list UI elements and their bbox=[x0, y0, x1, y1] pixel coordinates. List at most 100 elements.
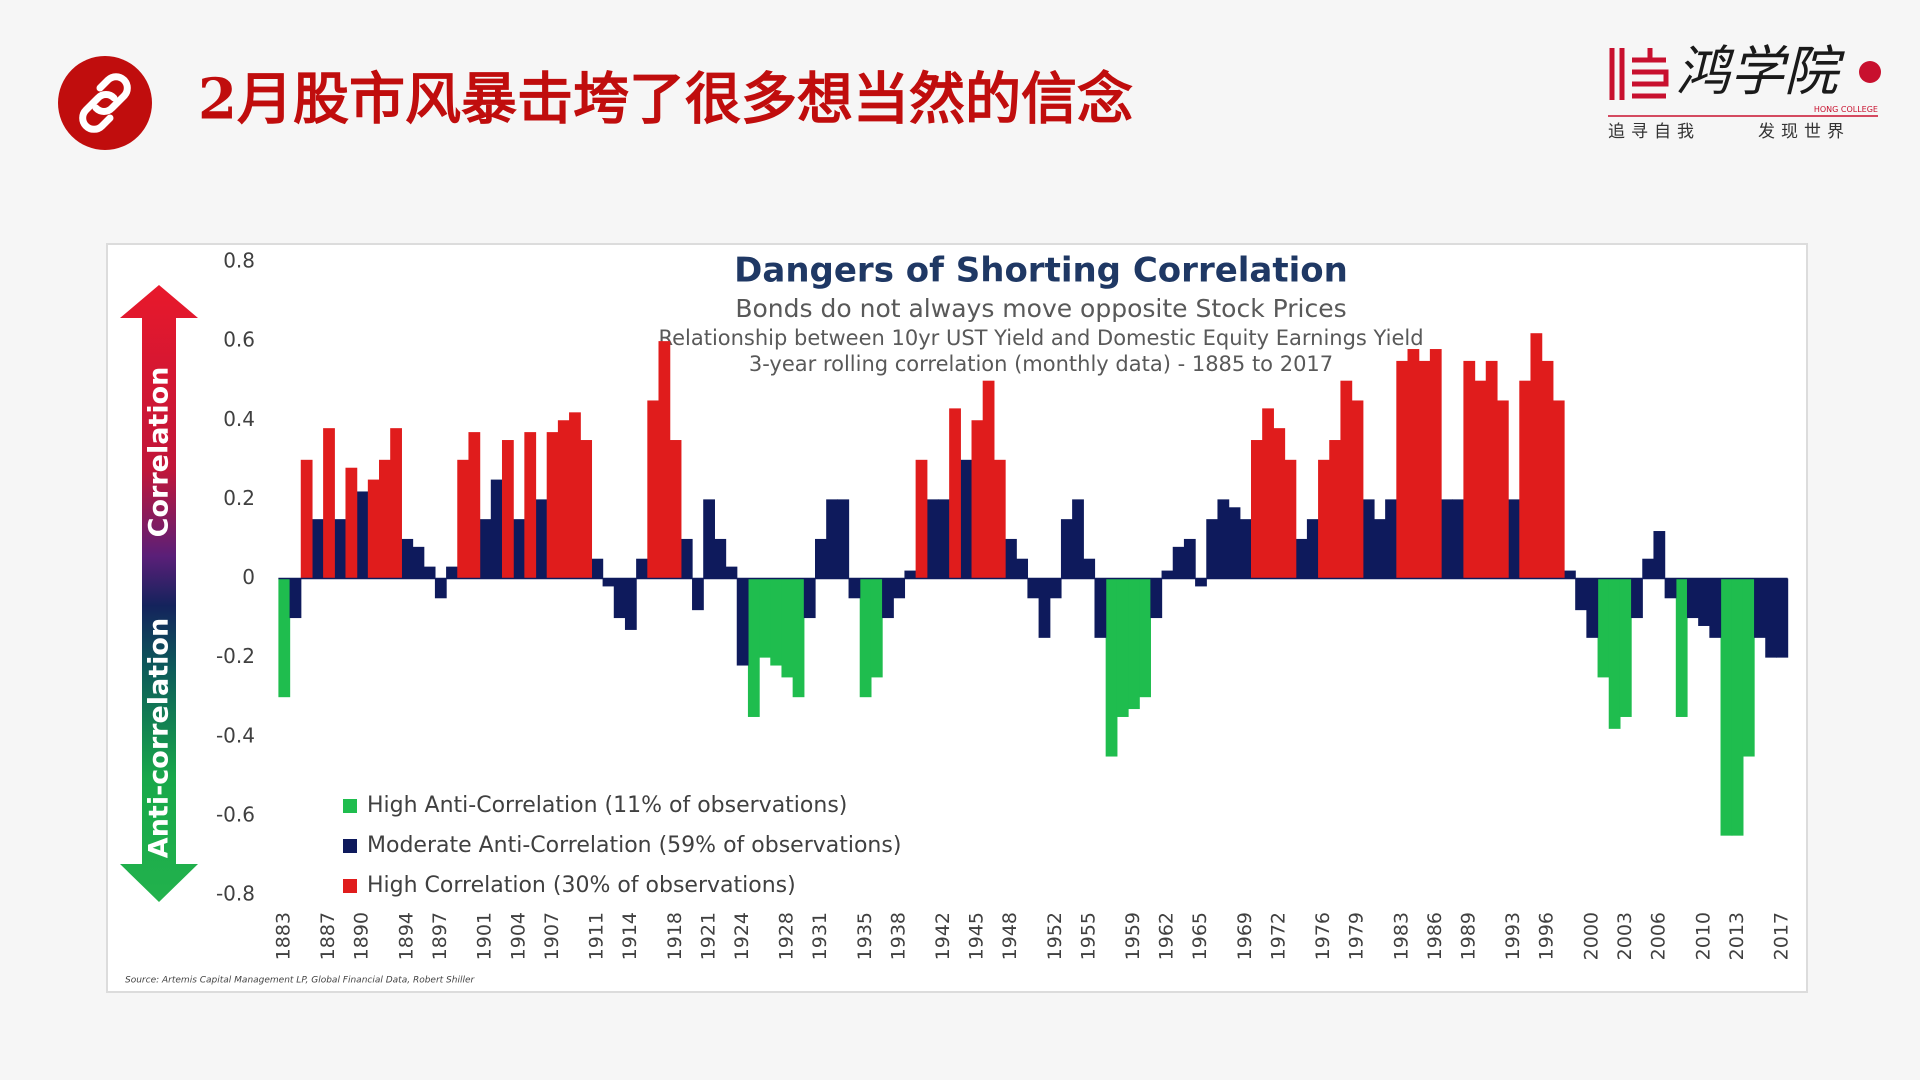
bar bbox=[1731, 578, 1744, 836]
bar bbox=[1027, 578, 1040, 599]
x-tick-label: 1914 bbox=[619, 912, 641, 960]
bar bbox=[826, 499, 838, 579]
bar bbox=[1373, 519, 1386, 579]
bar bbox=[457, 459, 470, 579]
bar bbox=[1306, 519, 1319, 579]
legend-swatch bbox=[343, 879, 357, 893]
y-tick-label: -0.8 bbox=[216, 882, 255, 906]
bar bbox=[1541, 360, 1554, 579]
bar bbox=[546, 432, 559, 579]
chart: Dangers of Shorting Correlation Bonds do… bbox=[120, 249, 1793, 986]
bar bbox=[1016, 558, 1029, 579]
x-tick-label: 1942 bbox=[932, 912, 954, 960]
logo-name: 鸿学院 bbox=[1676, 40, 1845, 103]
bar bbox=[949, 408, 961, 579]
bar bbox=[759, 578, 771, 658]
bar bbox=[714, 538, 727, 579]
bar bbox=[1183, 538, 1196, 579]
legend-swatch bbox=[343, 799, 357, 813]
bar bbox=[926, 499, 939, 579]
bar bbox=[278, 578, 291, 698]
bar bbox=[524, 432, 537, 579]
bar bbox=[680, 538, 693, 579]
link-icon bbox=[58, 56, 152, 150]
bar bbox=[1575, 578, 1587, 611]
bar bbox=[1642, 558, 1655, 579]
bar bbox=[1709, 578, 1722, 638]
x-tick-label: 1928 bbox=[776, 912, 798, 960]
bar bbox=[669, 440, 682, 579]
x-tick-label: 1983 bbox=[1390, 912, 1412, 960]
bar bbox=[1362, 499, 1375, 579]
bar bbox=[725, 566, 738, 579]
bar bbox=[1619, 578, 1632, 717]
bar bbox=[1206, 519, 1219, 579]
slide-title: 2月股市风暴击垮了很多想当然的信念 bbox=[198, 67, 1133, 133]
x-tick-label: 1986 bbox=[1424, 912, 1446, 960]
bar bbox=[613, 578, 626, 619]
bar bbox=[1262, 408, 1274, 579]
bar bbox=[1239, 519, 1252, 579]
bar bbox=[1250, 440, 1263, 579]
bar bbox=[937, 499, 950, 579]
x-tick-label: 2013 bbox=[1726, 912, 1748, 960]
bar bbox=[479, 519, 492, 579]
bar bbox=[993, 459, 1006, 579]
x-tick-label: 1955 bbox=[1077, 912, 1099, 960]
bar bbox=[1228, 507, 1241, 579]
bar bbox=[1485, 360, 1498, 579]
bar bbox=[848, 578, 861, 599]
bar bbox=[658, 341, 671, 579]
x-tick-label: 1918 bbox=[664, 912, 686, 960]
y-tick-label: 0.4 bbox=[223, 407, 255, 431]
x-tick-label: 1921 bbox=[697, 912, 719, 960]
bar bbox=[1742, 578, 1755, 757]
bar bbox=[1172, 546, 1185, 579]
x-tick-label: 2003 bbox=[1614, 912, 1636, 960]
bar bbox=[1463, 360, 1476, 579]
bar bbox=[1586, 578, 1599, 638]
chart-subtitle: 3-year rolling correlation (monthly data… bbox=[749, 352, 1333, 376]
bar bbox=[1128, 578, 1140, 710]
bar bbox=[1060, 519, 1073, 579]
legend-label: High Correlation (30% of observations) bbox=[367, 873, 796, 898]
bar bbox=[1005, 538, 1017, 579]
x-tick-label: 1948 bbox=[999, 912, 1021, 960]
bar bbox=[390, 428, 402, 579]
bar bbox=[1105, 578, 1118, 757]
bar bbox=[1631, 578, 1643, 619]
bar bbox=[915, 459, 928, 579]
y-tick-label: 0 bbox=[242, 565, 255, 589]
bar bbox=[1049, 578, 1062, 599]
bar bbox=[1038, 578, 1051, 638]
legend-swatch bbox=[343, 839, 357, 853]
bar bbox=[624, 578, 637, 630]
bar bbox=[1161, 570, 1174, 579]
bar bbox=[1441, 499, 1453, 579]
x-tick-label: 1901 bbox=[474, 912, 496, 960]
x-tick-label: 1924 bbox=[731, 912, 753, 960]
x-tick-label: 2000 bbox=[1580, 912, 1602, 960]
bar bbox=[960, 459, 973, 579]
bar bbox=[736, 578, 749, 666]
x-tick-label: 1996 bbox=[1536, 912, 1558, 960]
chart-subtitle: Relationship between 10yr UST Yield and … bbox=[658, 326, 1423, 350]
x-tick-label: 1897 bbox=[429, 912, 451, 960]
bar bbox=[1116, 578, 1129, 717]
bar bbox=[904, 570, 917, 579]
bar bbox=[1496, 400, 1509, 579]
bar bbox=[1407, 349, 1420, 579]
bar bbox=[1519, 380, 1532, 579]
x-tick-label: 2006 bbox=[1648, 912, 1670, 960]
bar bbox=[1452, 499, 1465, 579]
bar bbox=[334, 519, 347, 579]
bar bbox=[423, 566, 436, 579]
bar bbox=[1083, 558, 1096, 579]
chart-panel bbox=[106, 243, 1808, 993]
bar bbox=[1195, 578, 1207, 587]
bar bbox=[1720, 578, 1733, 836]
bar bbox=[1385, 499, 1397, 579]
bar bbox=[1564, 570, 1576, 579]
bar bbox=[815, 538, 827, 579]
